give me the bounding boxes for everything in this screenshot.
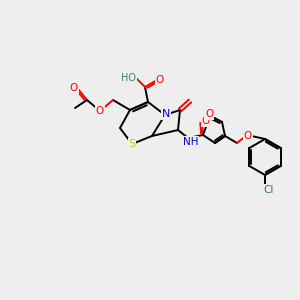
Text: O: O bbox=[96, 106, 104, 116]
Text: N: N bbox=[162, 109, 170, 119]
Text: S: S bbox=[128, 139, 136, 149]
Text: O: O bbox=[156, 75, 164, 85]
Text: Cl: Cl bbox=[264, 185, 274, 195]
Text: O: O bbox=[202, 116, 210, 126]
Text: O: O bbox=[244, 131, 252, 141]
Text: NH: NH bbox=[183, 137, 199, 147]
Text: O: O bbox=[70, 83, 78, 93]
Text: HO: HO bbox=[122, 73, 136, 83]
Text: O: O bbox=[205, 109, 213, 119]
